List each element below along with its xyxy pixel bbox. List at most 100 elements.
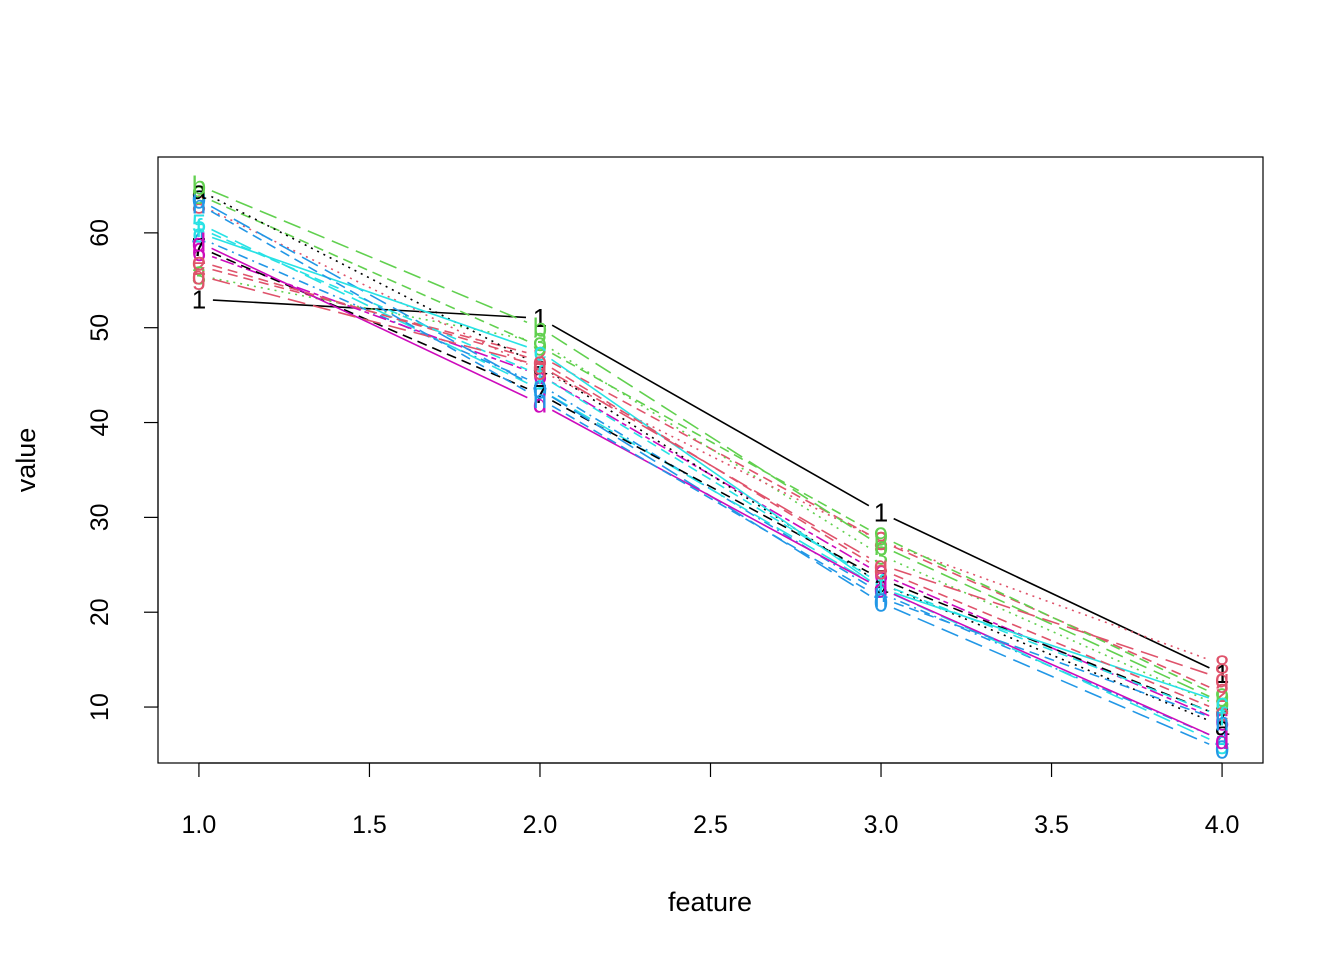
series-segment xyxy=(893,574,1210,708)
series-layer xyxy=(210,190,1210,745)
series-segment xyxy=(893,546,1210,688)
series-point-marker: d xyxy=(192,227,206,257)
series-point-marker: d xyxy=(874,574,888,604)
series-point-marker: 4 xyxy=(1215,725,1229,755)
series-point-marker: 7 xyxy=(1215,702,1229,732)
x-tick-label: 2.0 xyxy=(523,811,558,839)
series-point-marker: f xyxy=(877,569,885,599)
series-segment xyxy=(551,381,870,568)
series-point-marker: 0 xyxy=(1215,735,1229,765)
series-point-marker: 0 xyxy=(192,185,206,215)
series-point-marker: 9 xyxy=(533,332,547,362)
series-point-marker: 0 xyxy=(533,374,547,404)
series-line xyxy=(211,199,1210,693)
series-segment xyxy=(894,568,1210,675)
x-tick-label: 2.5 xyxy=(693,811,728,839)
series-point-marker: 1 xyxy=(874,498,888,528)
series-point-marker: e xyxy=(192,246,206,276)
series-segment xyxy=(893,593,1210,736)
series-segment xyxy=(210,205,529,384)
series-point-marker: f xyxy=(1218,702,1226,732)
series-segment xyxy=(893,560,1210,703)
x-tick-label: 1.5 xyxy=(352,811,387,839)
y-tick-label: 60 xyxy=(86,219,114,247)
series-point-marker: d xyxy=(1215,725,1229,755)
series-segment xyxy=(551,409,870,583)
series-segment xyxy=(893,601,1210,718)
series-point-marker: 8 xyxy=(533,355,547,385)
series-segment xyxy=(552,375,869,536)
x-axis: 1.0 1.5 2.0 2.5 3.0 3.5 4.0 xyxy=(182,762,1240,839)
series-line xyxy=(211,247,1210,736)
series-point-marker: a xyxy=(192,175,207,205)
series-segment xyxy=(893,517,1210,669)
series-point-marker: 0 xyxy=(874,588,888,618)
series-point-marker: 6 xyxy=(1215,706,1229,736)
series-point-marker: 5 xyxy=(1215,730,1229,760)
series-point-marker: 4 xyxy=(192,223,206,253)
series-point-marker: g xyxy=(1215,664,1229,694)
series-segment xyxy=(893,588,1210,713)
series-segment xyxy=(211,247,528,399)
series-point-marker: h xyxy=(192,189,206,219)
series-point-marker: a xyxy=(1215,711,1230,741)
y-axis: 10 20 30 40 50 60 xyxy=(86,219,159,721)
y-tick-label: 10 xyxy=(86,693,114,721)
series-point-marker: f xyxy=(195,213,203,243)
series-segment xyxy=(211,199,528,342)
series-line xyxy=(211,209,1210,661)
series-point-marker: c xyxy=(875,574,888,604)
series-segment xyxy=(893,583,1210,713)
series-point-marker: 9 xyxy=(1215,683,1229,713)
series-segment xyxy=(551,324,870,507)
series-point-marker: 3 xyxy=(874,540,888,570)
series-point-marker: 8 xyxy=(1215,649,1229,679)
series-point-marker: b xyxy=(192,170,206,200)
series-segment xyxy=(210,210,529,393)
marker-layer: 1111222233334444555566667777888899990000… xyxy=(192,170,1230,764)
series-segment xyxy=(551,362,870,536)
series-point-marker: 2 xyxy=(192,251,206,281)
y-tick-label: 40 xyxy=(86,409,114,437)
series-segment xyxy=(212,264,527,358)
series-segment xyxy=(893,550,1210,698)
x-axis-label: feature xyxy=(668,887,752,917)
y-tick-label: 20 xyxy=(86,598,114,626)
y-axis-label: value xyxy=(11,428,41,493)
series-segment xyxy=(894,592,1210,699)
series-point-marker: 3 xyxy=(533,327,547,357)
series-segment xyxy=(551,372,870,559)
x-tick-label: 3.0 xyxy=(864,811,899,839)
series-point-marker: 3 xyxy=(192,261,206,291)
series-segment xyxy=(551,400,870,574)
series-segment xyxy=(551,381,870,578)
series-point-marker: g xyxy=(533,351,547,381)
series-point-marker: g xyxy=(192,261,206,291)
x-tick-label: 1.0 xyxy=(182,811,217,839)
series-point-marker: e xyxy=(874,555,888,585)
series-point-marker: h xyxy=(533,384,547,414)
series-point-marker: 4 xyxy=(533,370,547,400)
series-point-marker: 2 xyxy=(874,526,888,556)
series-point-marker: 2 xyxy=(533,341,547,371)
x-tick-label: 4.0 xyxy=(1205,811,1240,839)
series-point-marker: 9 xyxy=(874,521,888,551)
y-tick-label: 50 xyxy=(86,314,114,342)
series-point-marker: 5 xyxy=(533,374,547,404)
series-segment xyxy=(893,541,1210,693)
series-point-marker: 1 xyxy=(192,284,206,314)
series-point-marker: f xyxy=(536,360,544,390)
series-line xyxy=(211,251,1210,713)
series-segment xyxy=(211,209,528,365)
series-point-marker: b xyxy=(533,313,547,343)
series-point-marker: g xyxy=(874,550,888,580)
series-segment xyxy=(212,299,527,319)
series-line xyxy=(212,278,1210,675)
series-segment xyxy=(893,607,1210,745)
series-point-marker: 7 xyxy=(533,379,547,409)
series-point-marker: 9 xyxy=(192,180,206,210)
series-point-marker: h xyxy=(874,583,888,613)
series-point-marker: 1 xyxy=(1215,659,1229,689)
series-point-marker: h xyxy=(1215,706,1229,736)
